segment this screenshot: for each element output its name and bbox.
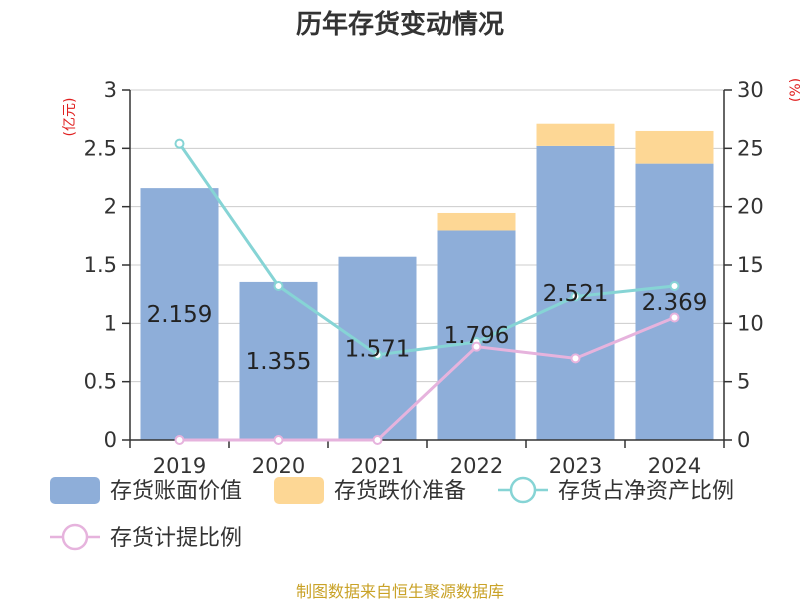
bar-segment bbox=[140, 188, 219, 440]
bar-segment bbox=[635, 163, 714, 440]
right-tick-label: 0 bbox=[737, 428, 750, 452]
left-tick-label: 2.5 bbox=[84, 136, 117, 160]
x-tick-label: 2022 bbox=[450, 454, 503, 478]
left-tick-label: 2 bbox=[104, 195, 117, 219]
chart-title: 历年存货变动情况 bbox=[296, 9, 504, 40]
data-point bbox=[372, 349, 383, 360]
bar-segment bbox=[437, 230, 516, 440]
data-point bbox=[273, 435, 284, 445]
data-point bbox=[669, 312, 680, 323]
right-tick-label: 25 bbox=[737, 136, 764, 160]
series-line bbox=[178, 142, 675, 357]
left-axis-unit-label: (亿元) bbox=[62, 98, 78, 137]
legend-label: 存货计提比例 bbox=[110, 526, 242, 551]
data-point bbox=[174, 435, 185, 445]
x-tick-label: 2024 bbox=[648, 454, 701, 478]
bar-segment bbox=[239, 281, 318, 440]
legend-marker bbox=[61, 523, 89, 551]
right-tick-label: 30 bbox=[737, 78, 764, 102]
bar-value-label: 1.571 bbox=[345, 336, 411, 362]
series-line bbox=[179, 316, 676, 442]
data-point bbox=[471, 341, 482, 352]
left-tick-label: 1.5 bbox=[84, 253, 117, 277]
legend-marker bbox=[509, 476, 537, 504]
data-point bbox=[570, 291, 581, 302]
data-point bbox=[669, 281, 680, 291]
legend-swatch bbox=[50, 477, 100, 504]
data-point bbox=[570, 353, 581, 364]
right-axis-unit-label: (%) bbox=[788, 78, 800, 102]
right-tick-label: 5 bbox=[737, 370, 750, 394]
data-point bbox=[174, 138, 185, 149]
legend-label: 存货占净资产比例 bbox=[558, 479, 734, 504]
x-tick-label: 2019 bbox=[153, 454, 206, 478]
bar-segment bbox=[536, 123, 615, 146]
legend-label: 存货跌价准备 bbox=[334, 479, 466, 504]
right-tick-label: 10 bbox=[737, 311, 764, 335]
source-note: 制图数据来自恒生聚源数据库 bbox=[295, 582, 504, 601]
data-point bbox=[273, 281, 284, 291]
x-tick-label: 2020 bbox=[252, 454, 305, 478]
bar-value-label: 2.521 bbox=[543, 281, 609, 307]
bar-segment bbox=[437, 212, 516, 231]
bar-segment bbox=[338, 256, 417, 440]
left-tick-label: 0 bbox=[104, 428, 117, 452]
data-point bbox=[372, 435, 383, 445]
right-tick-label: 15 bbox=[737, 253, 764, 277]
legend-swatch bbox=[274, 477, 324, 504]
left-tick-label: 0.5 bbox=[84, 370, 117, 394]
x-tick-label: 2021 bbox=[351, 454, 404, 478]
bar-value-label: 2.369 bbox=[642, 290, 708, 316]
bar-segment bbox=[635, 130, 714, 164]
right-tick-label: 20 bbox=[737, 195, 764, 219]
left-tick-label: 1 bbox=[104, 311, 117, 335]
legend-label: 存货账面价值 bbox=[110, 479, 242, 504]
bar-value-label: 1.796 bbox=[444, 323, 510, 349]
x-tick-label: 2023 bbox=[549, 454, 602, 478]
bar-value-label: 2.159 bbox=[147, 302, 213, 328]
bar-value-label: 1.355 bbox=[246, 349, 312, 375]
left-tick-label: 3 bbox=[104, 78, 117, 102]
